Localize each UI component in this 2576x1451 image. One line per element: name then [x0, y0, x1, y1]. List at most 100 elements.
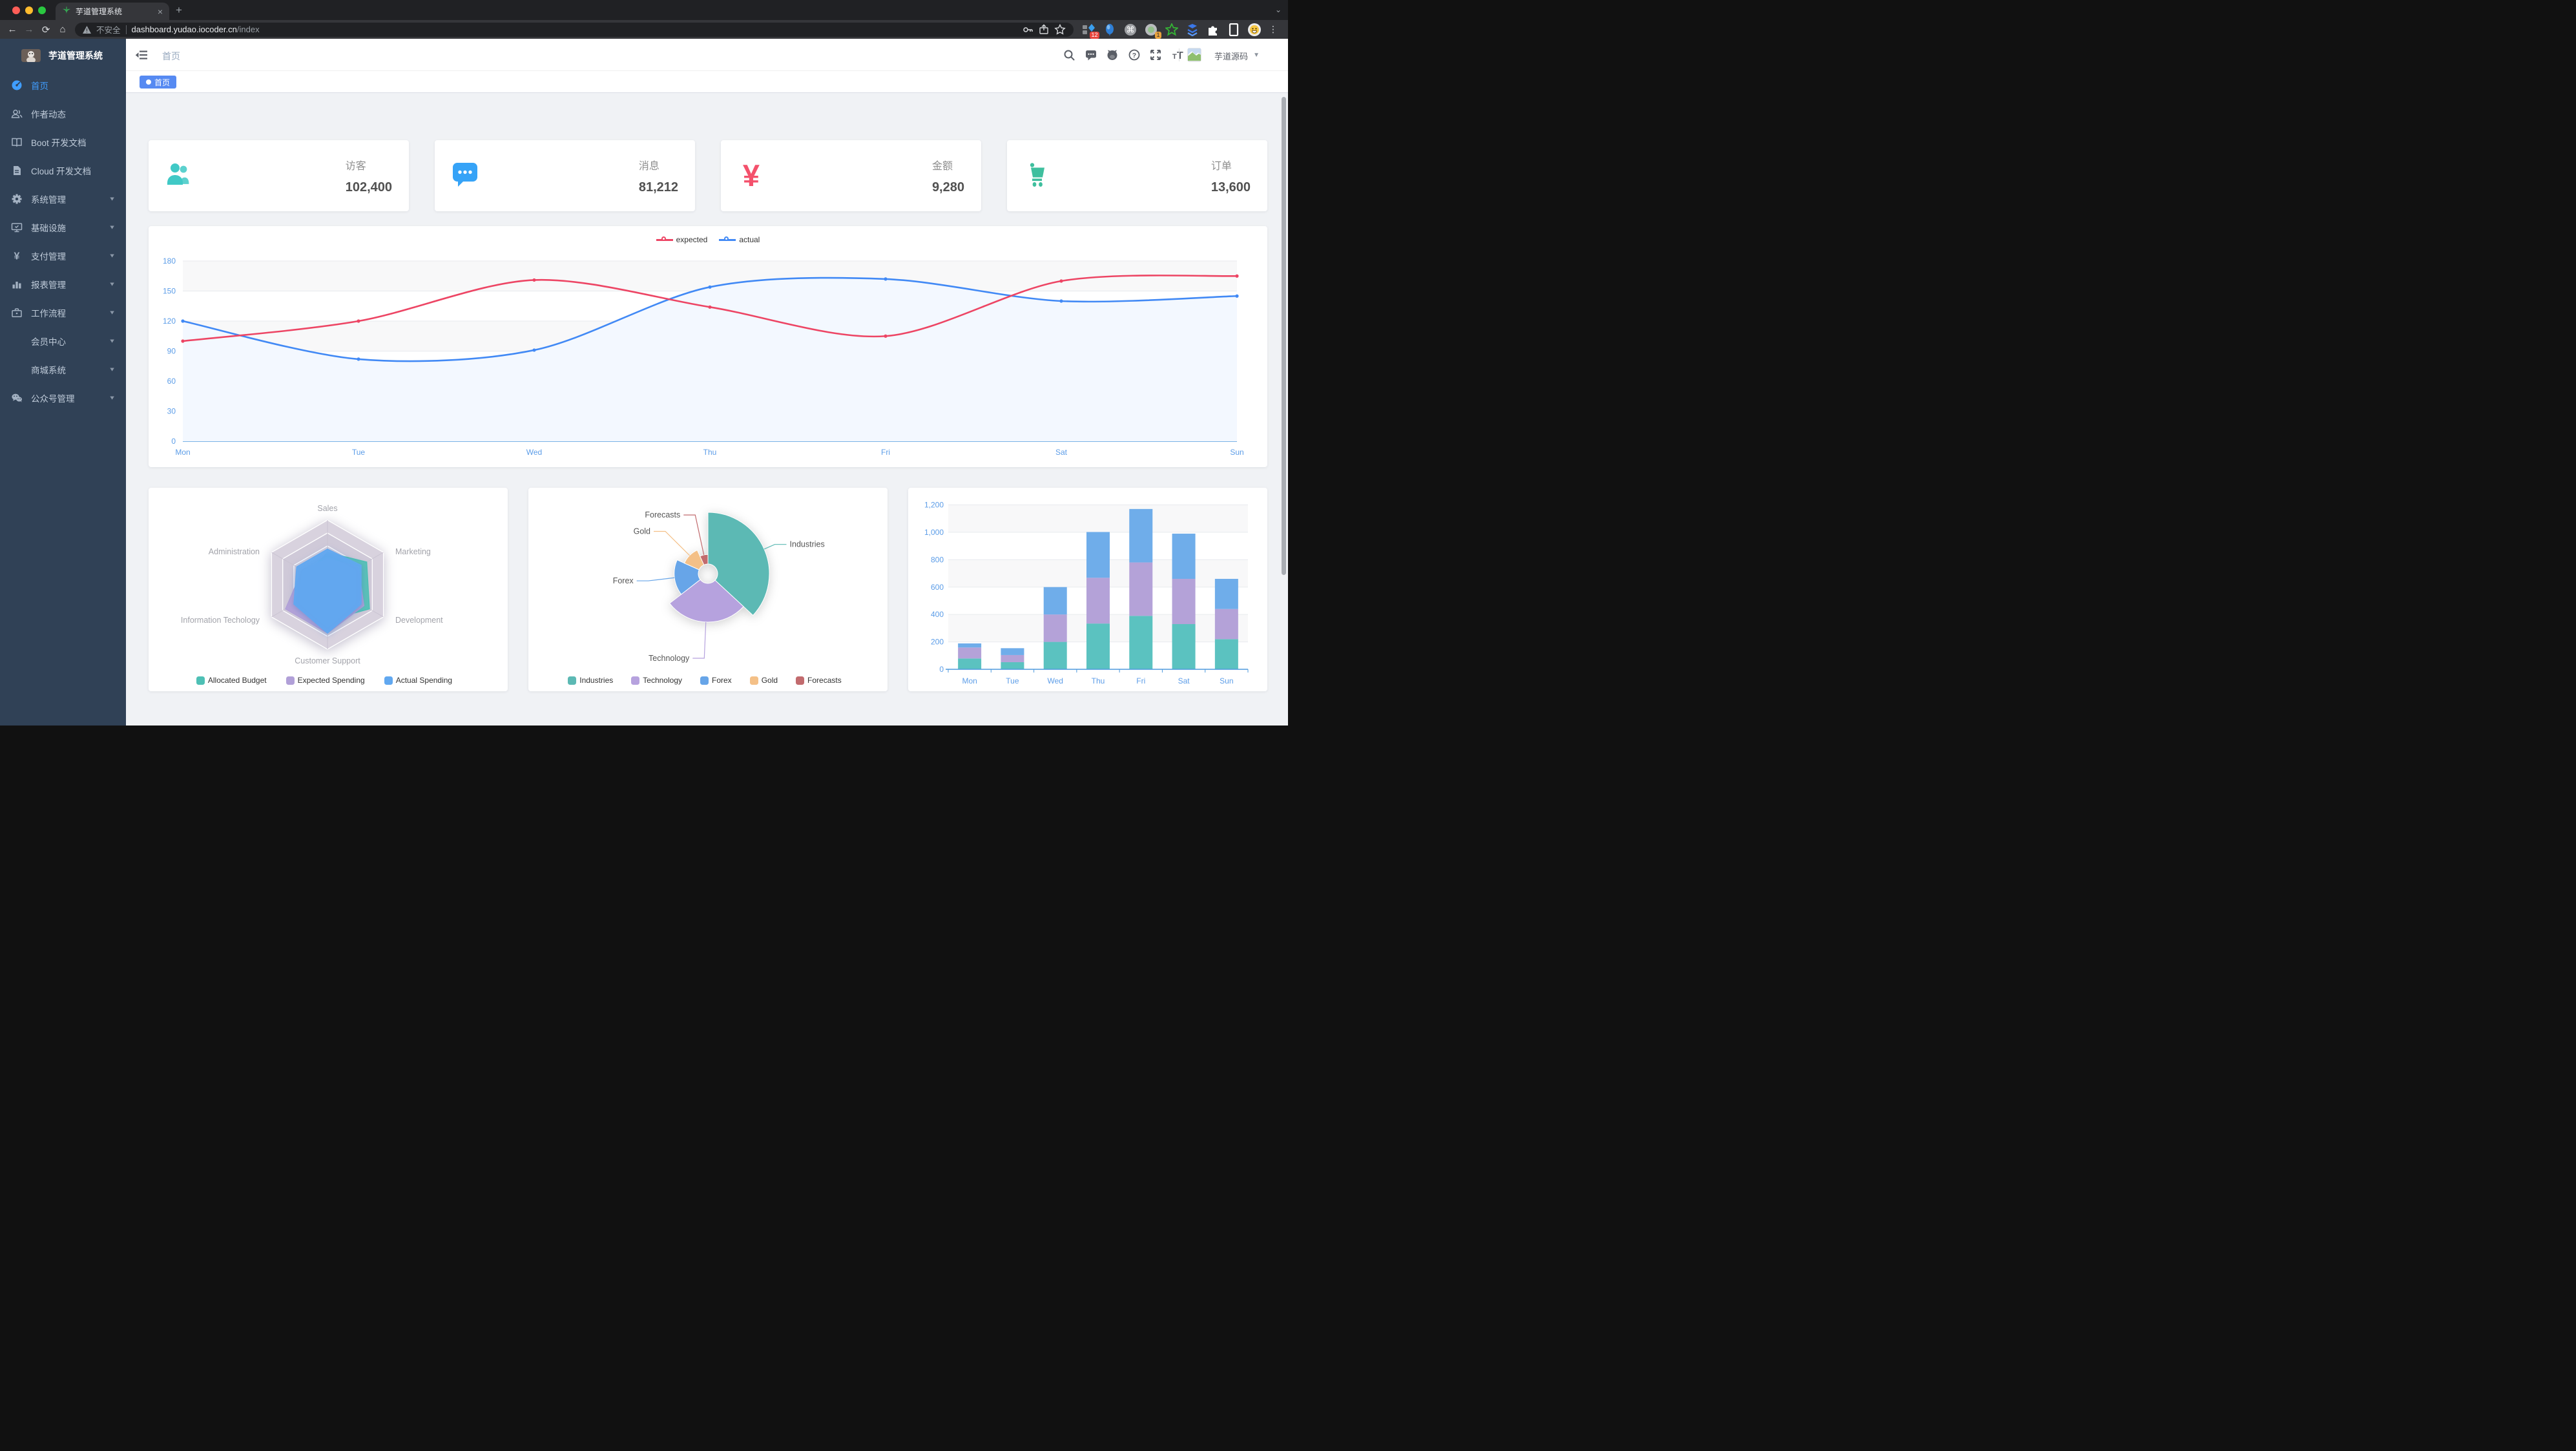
- line-chart-panel: expected actual 0 30 60 90 120 150 180 Mon Tue Wed…: [149, 226, 1267, 467]
- sidebar-item-6[interactable]: 基础设施 ▼: [0, 213, 126, 242]
- address-bar[interactable]: 不安全 dashboard.yudao.iocoder.cn/index: [75, 22, 1074, 37]
- stat-card-3[interactable]: ¥ 金额 9,280: [721, 140, 981, 211]
- svg-text:200: 200: [931, 638, 944, 647]
- line-chart[interactable]: 0 30 60 90 120 150 180 Mon Tue Wed Thu Fri Sat Sun: [149, 226, 1267, 467]
- app-logo[interactable]: 芋道管理系统: [0, 39, 126, 71]
- legend-item-forex[interactable]: Forex: [700, 676, 738, 685]
- monitor-icon: [11, 222, 23, 233]
- stat-card-1[interactable]: 访客 102,400: [149, 140, 409, 211]
- close-window-button[interactable]: [12, 6, 20, 14]
- sidebar-item-10[interactable]: 会员中心 ▼: [0, 327, 126, 355]
- new-tab-button[interactable]: +: [176, 4, 182, 16]
- extensions-area: 12 ⌘ 1: [1083, 22, 1261, 39]
- pie-chart-legend[interactable]: Industries Technology Forex Gold Forecasts: [528, 676, 888, 685]
- yen-icon: ¥: [11, 250, 23, 262]
- balloon-extension-icon[interactable]: [1103, 23, 1116, 36]
- url-host: dashboard.yudao.iocoder.cn: [131, 25, 237, 34]
- home-button[interactable]: ⌂: [59, 24, 66, 35]
- sidebar-item-4[interactable]: Cloud 开发文档: [0, 156, 126, 185]
- minimize-window-button[interactable]: [25, 6, 33, 14]
- chat-icon[interactable]: [1085, 49, 1097, 61]
- sidebar: 芋道管理系统 首页 作者动态 Boot 开发文档 Cloud 开发文档 系统管理…: [0, 39, 126, 725]
- hamburger-fold-icon[interactable]: [135, 48, 148, 61]
- sidebar-item-label: 商城系统: [31, 366, 66, 375]
- tab-search-chevron-icon[interactable]: ⌄: [1274, 5, 1282, 14]
- sidebar-item-12[interactable]: 公众号管理 ▼: [0, 384, 126, 412]
- blocks-diamond-extension-icon[interactable]: 12: [1083, 23, 1099, 39]
- help-icon[interactable]: ?: [1128, 49, 1140, 61]
- legend-item-allocated-budget[interactable]: Allocated Budget: [196, 676, 275, 685]
- legend-item-industries[interactable]: Industries: [568, 676, 619, 685]
- svg-text:Development: Development: [395, 616, 443, 625]
- radar-chart[interactable]: Sales Administration Information Techology…: [149, 488, 508, 691]
- sidebar-item-7[interactable]: ¥ 支付管理 ▼: [0, 242, 126, 270]
- zoom-window-button[interactable]: [38, 6, 46, 14]
- legend-item-technology[interactable]: Technology: [631, 676, 689, 685]
- legend-item-forecasts[interactable]: Forecasts: [796, 676, 848, 685]
- tab-close-icon[interactable]: ×: [157, 6, 163, 17]
- fullscreen-icon[interactable]: [1150, 49, 1161, 61]
- line-chart-legend[interactable]: expected actual: [149, 235, 1267, 244]
- emoji-avatar-icon[interactable]: [1248, 23, 1261, 36]
- svg-text:?: ?: [1132, 52, 1136, 59]
- svg-text:Information Techology: Information Techology: [181, 616, 260, 625]
- legend-item-gold[interactable]: Gold: [749, 676, 784, 685]
- not-secure-warning-icon: [83, 25, 91, 34]
- share-icon[interactable]: [1039, 24, 1049, 35]
- radar-chart-legend[interactable]: Allocated Budget Expected Spending Actual …: [149, 676, 508, 685]
- reload-button[interactable]: ⟳: [41, 24, 50, 36]
- content-scrollbar-thumb[interactable]: [1282, 97, 1286, 575]
- svg-text:Administration: Administration: [209, 547, 260, 556]
- legend-item-actual-spending[interactable]: Actual Spending: [384, 676, 460, 685]
- user-menu[interactable]: 芋道源码: [1214, 52, 1248, 61]
- browser-menu-dots-icon[interactable]: ⋮: [1269, 24, 1278, 34]
- svg-text:60: 60: [167, 377, 176, 386]
- stat-card-value: 9,280: [931, 180, 964, 194]
- address-divider: [125, 25, 127, 34]
- reader-extension-icon[interactable]: [1227, 23, 1240, 36]
- security-label: 不安全: [96, 26, 121, 35]
- puzzle-extension-icon[interactable]: [1207, 23, 1220, 36]
- tag-home[interactable]: 首页: [140, 76, 177, 89]
- sidebar-item-label: 公众号管理: [31, 394, 75, 404]
- sidebar-item-1[interactable]: 首页: [0, 71, 126, 99]
- sidebar-item-3[interactable]: Boot 开发文档: [0, 128, 126, 156]
- stat-card-2[interactable]: 消息 81,212: [435, 140, 695, 211]
- chart-icon: [11, 278, 23, 290]
- avatar-broken-image-icon[interactable]: [1187, 48, 1201, 62]
- camera-dot-extension-icon[interactable]: 1: [1145, 23, 1161, 39]
- stat-card-4[interactable]: 订单 13,600: [1007, 140, 1267, 211]
- svg-text:Tue: Tue: [352, 448, 366, 457]
- sidebar-item-11[interactable]: 商城系统 ▼: [0, 355, 126, 384]
- svg-text:120: 120: [163, 317, 176, 326]
- svg-text:400: 400: [931, 610, 944, 619]
- sidebar-item-9[interactable]: 工作流程 ▼: [0, 298, 126, 327]
- legend-item-expected-spending[interactable]: Expected Spending: [286, 676, 373, 685]
- sidebar-item-label: 报表管理: [31, 280, 66, 290]
- bar-chart[interactable]: 0 200 400 600 800 1,000 1,200 Mon Tue Wed Thu Fri Sa…: [908, 488, 1267, 691]
- legend-item-expected[interactable]: expected: [656, 235, 707, 244]
- search-icon[interactable]: [1063, 49, 1075, 61]
- browser-tab[interactable]: 芋道管理系统 ×: [56, 3, 169, 20]
- command-extension-icon[interactable]: ⌘: [1124, 23, 1137, 36]
- bookmark-star-icon[interactable]: [1054, 24, 1066, 35]
- github-icon[interactable]: [1106, 49, 1118, 61]
- sidebar-item-8[interactable]: 报表管理 ▼: [0, 270, 126, 298]
- pie-chart[interactable]: Industries Technology Forex Gold Forecasts: [528, 488, 888, 691]
- tag-label: 首页: [154, 78, 171, 87]
- svg-text:Industries: Industries: [790, 540, 825, 549]
- green-star-extension-icon[interactable]: [1164, 22, 1179, 36]
- passwords-key-icon[interactable]: [1022, 24, 1034, 36]
- blue-chevrons-extension-icon[interactable]: [1186, 23, 1199, 36]
- chevron-down-icon: ▼: [109, 196, 116, 202]
- sidebar-item-5[interactable]: 系统管理 ▼: [0, 185, 126, 213]
- pie-chart-panel: Industries Technology Forex Gold Forecasts I…: [528, 488, 888, 691]
- svg-text:Sat: Sat: [1178, 676, 1190, 685]
- svg-text:T: T: [1177, 50, 1183, 61]
- legend-item-actual[interactable]: actual: [719, 235, 760, 244]
- back-button[interactable]: ←: [7, 24, 17, 35]
- forward-button[interactable]: →: [24, 24, 34, 35]
- svg-text:150: 150: [163, 287, 176, 296]
- sidebar-item-2[interactable]: 作者动态: [0, 99, 126, 128]
